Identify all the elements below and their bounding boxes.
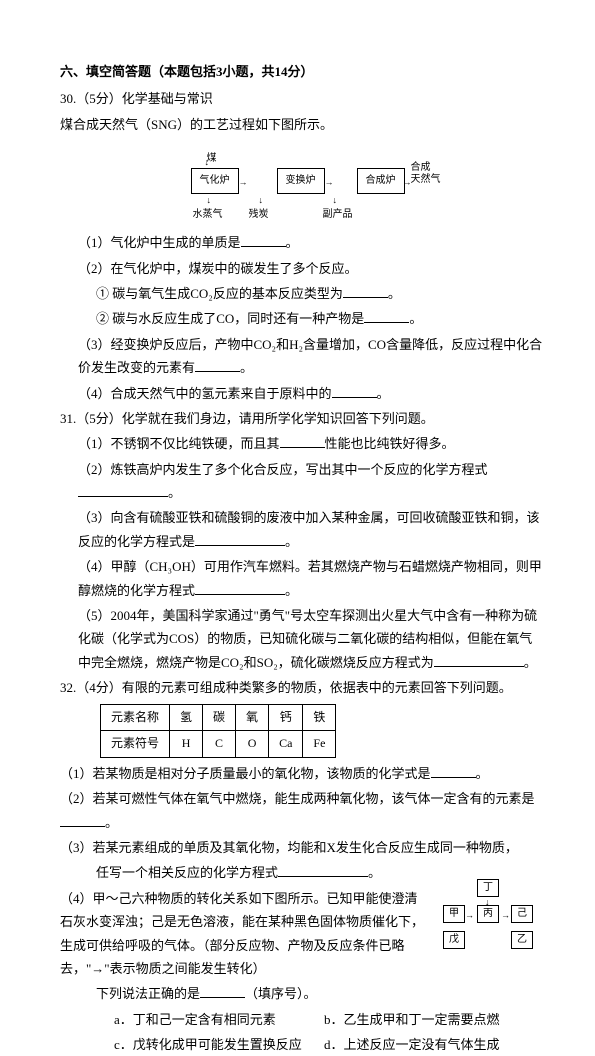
q30-p4: （4）合成天然气中的氢元素来自于原料中的 。	[78, 382, 545, 405]
text: 下列说法正确的是	[96, 986, 200, 1001]
blank[interactable]	[195, 531, 285, 546]
cell: H	[170, 731, 203, 758]
text: 。	[388, 286, 401, 301]
mini-r: 己	[511, 905, 533, 923]
text: （填序号）。	[245, 986, 317, 1001]
text: 。	[285, 583, 298, 598]
cell: 钙	[269, 704, 303, 731]
blank[interactable]	[60, 812, 105, 827]
cell: 元素符号	[101, 731, 170, 758]
table-row: 元素名称 氢 碳 氧 钙 铁	[101, 704, 336, 731]
cell: 氧	[236, 704, 269, 731]
q32-p3: （3）若某元素组成的单质及其氧化物，均能和X发生化合反应生成同一种物质，	[60, 836, 545, 859]
cell: C	[203, 731, 236, 758]
opt-a: a．丁和己一定含有相同元素	[114, 1008, 324, 1031]
text: ① 碳与氧气生成CO₂反应的基本反应类型为	[96, 286, 343, 301]
table-row: 元素符号 H C O Ca Fe	[101, 731, 336, 758]
text: （1）气化炉中生成的单质是	[78, 235, 241, 250]
blank[interactable]	[280, 433, 325, 448]
cell: Ca	[269, 731, 303, 758]
cell: 碳	[203, 704, 236, 731]
diagram-box3: 合成炉	[357, 168, 405, 194]
blank[interactable]	[332, 383, 377, 398]
q32-head: 32.（4分）有限的元素可组成种类繁多的物质，依据表中的元素回答下列问题。	[60, 676, 545, 699]
text: （2）若某可燃性气体在氧气中燃烧，能生成两种氧化物，该气体一定含有的元素是	[60, 791, 535, 806]
diagram-box1: 气化炉	[191, 168, 239, 194]
text: 。	[409, 311, 422, 326]
text: 。	[476, 766, 489, 781]
q31-p3: （3）向含有硫酸亚铁和硫酸铜的废液中加入某种金属，可回收硫酸亚铁和铜，该反应的化…	[78, 506, 545, 553]
text: 。	[240, 360, 253, 375]
text: （3）经变换炉反应后，产物中CO₂和H₂含量增加，CO含量降低，反应过程中化合价…	[78, 337, 542, 375]
text: （4）甲醇（CH₃OH）可用作汽车燃料。若其燃烧产物与石蜡燃烧产物相同，则甲醇燃…	[78, 559, 542, 597]
q30-intro: 煤合成天然气（SNG）的工艺过程如下图所示。	[60, 113, 545, 136]
opt-c: c．戊转化成甲可能发生置换反应	[114, 1033, 324, 1056]
mini-l: 甲	[443, 905, 465, 923]
q32-opt-cd: c．戊转化成甲可能发生置换反应d．上述反应一定没有气体生成	[114, 1033, 545, 1056]
section-title: 六、填空简答题（本题包括3小题，共14分）	[60, 60, 545, 83]
diagram-out: 合成 天然气	[411, 162, 441, 186]
q32-mini-diagram: 丁 丙 甲 己 戊 乙 → → ↓	[435, 879, 545, 949]
diagram-box2: 变换炉	[277, 168, 325, 194]
text: 任写一个相关反应的化学方程式	[96, 865, 278, 880]
opt-b: b．乙生成甲和丁一定需要点燃	[324, 1012, 500, 1027]
text: 性能也比纯铁好得多。	[325, 436, 455, 451]
q30-p2b: ② 碳与水反应生成了CO，同时还有一种产物是 。	[96, 307, 545, 330]
text: 。	[286, 235, 299, 250]
q32-p1: （1）若某物质是相对分子质量最小的氧化物，该物质的化学式是 。	[60, 762, 545, 785]
text: （3）向含有硫酸亚铁和硫酸铜的废液中加入某种金属，可回收硫酸亚铁和铜，该反应的化…	[78, 510, 540, 548]
q32-table: 元素名称 氢 碳 氧 钙 铁 元素符号 H C O Ca Fe	[100, 704, 336, 758]
q31-head: 31.（5分）化学就在我们身边，请用所学化学知识回答下列问题。	[60, 407, 545, 430]
text: 。	[524, 655, 537, 670]
mini-br: 乙	[511, 931, 533, 949]
text: 。	[285, 534, 298, 549]
diagram-under-r: 副产品	[323, 206, 353, 224]
blank[interactable]	[241, 232, 286, 247]
mini-bl: 戊	[443, 931, 465, 949]
opt-d: d．上述反应一定没有气体生成	[324, 1037, 500, 1052]
blank[interactable]	[195, 357, 240, 372]
blank[interactable]	[278, 862, 368, 877]
blank[interactable]	[343, 283, 388, 298]
blank[interactable]	[434, 652, 524, 667]
text: 。	[368, 865, 381, 880]
cell: Fe	[303, 731, 336, 758]
blank[interactable]	[200, 983, 245, 998]
text: 。	[105, 815, 118, 830]
cell: 氢	[170, 704, 203, 731]
text: （4）甲～己六种物质的转化关系如下图所示。已知甲能使澄清石灰水变浑浊；己是无色溶…	[60, 891, 424, 976]
q31-p1: （1）不锈钢不仅比纯铁硬，而且其 性能也比纯铁好得多。	[78, 432, 545, 455]
cell: O	[236, 731, 269, 758]
text: （1）若某物质是相对分子质量最小的氧化物，该物质的化学式是	[60, 766, 431, 781]
q31-p4: （4）甲醇（CH₃OH）可用作汽车燃料。若其燃烧产物与石蜡燃烧产物相同，则甲醇燃…	[78, 555, 545, 602]
text: ② 碳与水反应生成了CO，同时还有一种产物是	[96, 311, 364, 326]
diagram-under-l: 水蒸气	[193, 206, 223, 224]
blank[interactable]	[195, 580, 285, 595]
cell: 元素名称	[101, 704, 170, 731]
q30-p1: （1）气化炉中生成的单质是 。	[78, 231, 545, 254]
q31-p2: （2）炼铁高炉内发生了多个化合反应，写出其中一个反应的化学方程式。	[78, 458, 545, 505]
diagram-mid: 残炭	[249, 206, 269, 224]
text: 。	[377, 386, 390, 401]
q30-p3: （3）经变换炉反应后，产物中CO₂和H₂含量增加，CO含量降低，反应过程中化合价…	[78, 333, 545, 380]
cell: 铁	[303, 704, 336, 731]
blank[interactable]	[364, 308, 409, 323]
q31-p5: （5）2004年，美国科学家通过"勇气"号太空车探测出火星大气中含有一种称为硫化…	[78, 604, 545, 674]
q32-p4: 丁 丙 甲 己 戊 乙 → → ↓ （4）甲～己六种物质的转化关系如下图所示。已…	[60, 887, 545, 981]
blank[interactable]	[431, 763, 476, 778]
q32-opt-ab: a．丁和己一定含有相同元素b．乙生成甲和丁一定需要点燃	[114, 1008, 545, 1031]
q32-p4b: 下列说法正确的是 （填序号）。	[96, 982, 545, 1005]
q30-p2a: ① 碳与氧气生成CO₂反应的基本反应类型为 。	[96, 282, 545, 305]
text: （2）炼铁高炉内发生了多个化合反应，写出其中一个反应的化学方程式	[78, 462, 488, 477]
text: （4）合成天然气中的氢元素来自于原料中的	[78, 386, 332, 401]
text: 。	[168, 485, 181, 500]
q30-p2: （2）在气化炉中，煤炭中的碳发生了多个反应。	[78, 257, 545, 280]
text: （1）不锈钢不仅比纯铁硬，而且其	[78, 436, 280, 451]
q32-p2: （2）若某可燃性气体在氧气中燃烧，能生成两种氧化物，该气体一定含有的元素是。	[60, 787, 545, 834]
blank[interactable]	[78, 482, 168, 497]
q30-diagram: 气化炉 变换炉 合成炉 煤 合成 天然气 → → → ↓ 水蒸气 残炭 副产品 …	[163, 140, 443, 225]
q30-head: 30.（5分）化学基础与常识	[60, 87, 545, 110]
